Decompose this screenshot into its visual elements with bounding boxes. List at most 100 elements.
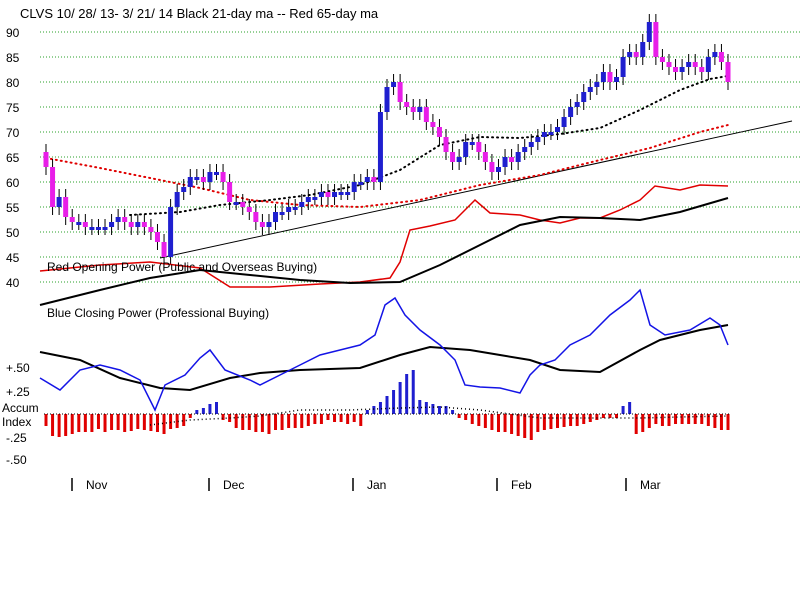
accum-bar [346,414,350,424]
accum-bar [444,406,448,414]
accum-bar [693,414,697,424]
candle-body [76,222,82,225]
candle-body [63,197,69,217]
candle-body [227,182,233,202]
candle-body [548,132,554,135]
accum-bar [339,414,343,422]
accum-bar [188,414,192,418]
month-label-mar: Mar [640,478,661,492]
accum-bar [175,414,179,428]
blue-closing-power-label: Blue Closing Power (Professional Buying) [47,306,269,320]
candle-body [174,192,180,207]
candle-body [194,177,200,180]
accum-bar [516,414,520,436]
candle-body [154,232,160,242]
accum-bar [510,414,514,434]
accum-bar [582,414,586,424]
candle-body [266,222,272,227]
candle-body [299,202,305,207]
candle-body [640,42,646,57]
accum-bar [64,414,68,436]
candle-body [273,212,279,222]
candle-body [574,102,580,107]
candle-body [633,52,639,57]
accum-bar [365,410,369,414]
candles [43,14,731,265]
candle-body [417,107,423,112]
price-tick-75: 75 [6,101,20,115]
candle-body [561,117,567,127]
candle-body [489,162,495,172]
candle-body [699,67,705,72]
accum-bar [247,414,251,430]
accum-bar [490,414,494,430]
candle-body [581,92,587,102]
accum-bar [464,414,468,420]
price-tick-60: 60 [6,176,20,190]
candle-body [187,177,193,187]
accum-bar [83,414,87,432]
accum-bar [234,414,238,428]
candle-body [148,227,154,232]
accum-bar [687,414,691,424]
candle-body [627,52,633,57]
accum-bar [221,414,225,420]
accum-bar [542,414,546,430]
month-label-nov: Nov [86,478,107,492]
candle-body [109,222,115,227]
candle-body [168,207,174,257]
accum-bar [77,414,81,432]
accum-bar [660,414,664,426]
accum-bar [149,414,153,431]
candle-body [305,197,311,202]
accum-bar [44,414,48,426]
accum-bar [267,414,271,434]
accum-bar [451,410,455,414]
candle-body [476,142,482,152]
month-axis: Nov Dec Jan Feb Mar [71,478,661,492]
candle-body [312,197,318,200]
candle-body [653,22,659,57]
price-gridlines [40,31,800,283]
accum-bar [431,404,435,414]
candle-body [364,177,370,182]
accum-bar [182,414,186,426]
closing-power-ma-line [39,324,729,392]
candle-body [50,167,56,207]
accum-bar [300,414,304,428]
candle-body [214,172,219,175]
accum-bar [110,414,114,430]
accum-bar [201,408,205,414]
candle-body [712,52,718,57]
candle-body [509,157,515,162]
accum-bar [411,370,415,414]
accum-bar [595,414,599,420]
accum-bar [588,414,592,422]
accum-bar [477,414,481,426]
accum-bar [536,414,540,432]
candle-body [718,52,724,62]
accum-bar [503,414,507,432]
month-label-feb: Feb [511,478,532,492]
candle-body [95,227,101,230]
candle-body [692,62,698,67]
price-tick-40: 40 [6,276,20,290]
price-tick-labels: 90 85 80 75 70 65 60 55 50 45 40 [6,26,20,290]
accum-bar [601,414,605,418]
accum-bar [215,402,218,414]
month-label-dec: Dec [223,478,244,492]
accum-bar [103,414,107,432]
accum-bar [418,400,422,414]
accum-bar [162,414,166,434]
price-tick-55: 55 [6,201,20,215]
accum-bar [142,414,146,430]
candle-body [705,57,711,72]
price-tick-45: 45 [6,251,20,265]
candle-body [325,192,331,197]
candle-body [686,62,692,67]
accum-bar [706,414,710,426]
candle-body [161,242,167,257]
candle-body [469,142,475,145]
candle-body [141,222,147,227]
accum-bar [437,406,441,414]
